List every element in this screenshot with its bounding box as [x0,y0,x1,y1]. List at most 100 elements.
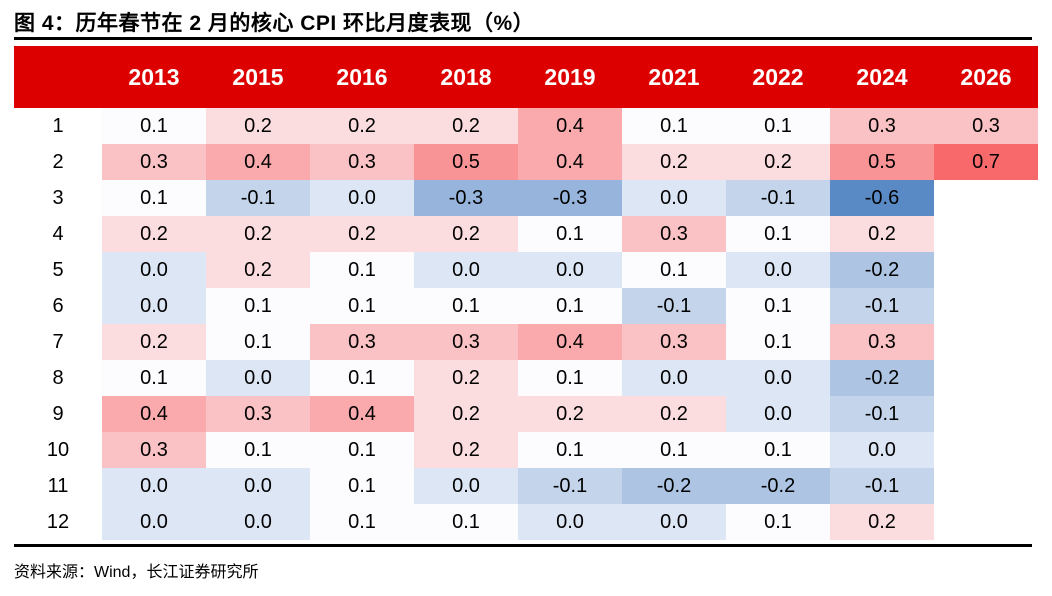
value-cell: -0.1 [830,468,934,504]
source-note: 资料来源：Wind，长江证券研究所 [14,564,259,581]
value-cell: 0.1 [206,324,310,360]
value-cell: 0.1 [726,108,830,144]
value-cell: 0.0 [102,288,206,324]
value-cell: 0.0 [206,360,310,396]
heatmap-table: 2013 2015 2016 2018 2019 2021 2022 2024 2026 1 0.1… [14,46,1038,540]
month-cell: 8 [14,360,102,396]
year-header-cell: 2019 [518,46,622,108]
value-cell: 0.4 [206,144,310,180]
value-cell: 0.0 [414,252,518,288]
value-cell: 0.3 [622,216,726,252]
month-cell: 9 [14,396,102,432]
value-cell: 0.1 [310,504,414,540]
month-cell: 12 [14,504,102,540]
value-cell: 0.1 [726,216,830,252]
value-cell: 0.0 [518,504,622,540]
value-cell: 0.0 [206,468,310,504]
value-cell: 0.2 [206,216,310,252]
value-cell: 0.1 [310,432,414,468]
value-cell: 0.0 [102,504,206,540]
value-cell: 0.4 [102,396,206,432]
value-cell: 0.0 [622,180,726,216]
value-cell: 0.1 [102,180,206,216]
value-cell [934,432,1038,468]
value-cell: 0.1 [726,504,830,540]
value-cell: -0.2 [830,360,934,396]
value-cell: 0.2 [622,144,726,180]
value-cell: -0.1 [726,180,830,216]
value-cell: 0.1 [518,432,622,468]
year-header-cell: 2016 [310,46,414,108]
value-cell: 0.3 [830,324,934,360]
value-cell: 0.0 [102,252,206,288]
value-cell: 0.3 [102,144,206,180]
value-cell: 0.1 [726,324,830,360]
value-cell: 0.2 [414,108,518,144]
value-cell: 0.2 [310,108,414,144]
value-cell: 0.2 [830,504,934,540]
value-cell: 0.1 [518,216,622,252]
value-cell: -0.1 [518,468,622,504]
value-cell: 0.3 [102,432,206,468]
year-header-cell: 2026 [934,46,1038,108]
year-header-cell: 2024 [830,46,934,108]
value-cell: 0.2 [102,324,206,360]
value-cell: 0.3 [830,108,934,144]
month-cell: 2 [14,144,102,180]
month-cell: 3 [14,180,102,216]
year-header-cell: 2021 [622,46,726,108]
value-cell: 0.1 [726,432,830,468]
value-cell: 0.3 [310,144,414,180]
month-cell: 5 [14,252,102,288]
value-cell: 0.1 [102,108,206,144]
value-cell: 0.1 [206,288,310,324]
value-cell [934,324,1038,360]
value-cell: 0.0 [206,504,310,540]
value-cell [934,288,1038,324]
value-cell: 0.0 [726,396,830,432]
value-cell: 0.2 [830,216,934,252]
value-cell: 0.3 [622,324,726,360]
value-cell: -0.2 [622,468,726,504]
value-cell: 0.1 [518,360,622,396]
value-cell: 0.1 [726,288,830,324]
value-cell: -0.1 [830,396,934,432]
value-cell: 0.0 [622,504,726,540]
value-cell: -0.6 [830,180,934,216]
year-header-cell: 2013 [102,46,206,108]
value-cell: 0.0 [518,252,622,288]
value-cell: -0.3 [518,180,622,216]
value-cell: 0.2 [518,396,622,432]
value-cell: 0.2 [726,144,830,180]
value-cell: 0.3 [206,396,310,432]
value-cell [934,396,1038,432]
value-cell: 0.3 [414,324,518,360]
value-cell: 0.1 [310,252,414,288]
value-cell: 0.0 [830,432,934,468]
value-cell [934,180,1038,216]
footer-rule [14,544,1032,547]
value-cell: 0.1 [414,504,518,540]
value-cell: 0.1 [622,432,726,468]
value-cell: 0.4 [518,108,622,144]
month-cell: 10 [14,432,102,468]
value-cell: -0.1 [622,288,726,324]
value-cell: 0.1 [102,360,206,396]
value-cell [934,252,1038,288]
value-cell: 0.0 [726,252,830,288]
value-cell: 0.1 [622,108,726,144]
year-header-cell: 2015 [206,46,310,108]
value-cell: 0.0 [414,468,518,504]
value-cell: 0.3 [310,324,414,360]
title-rule [14,37,1032,40]
header-corner-cell [14,46,102,108]
value-cell: 0.4 [310,396,414,432]
value-cell: 0.2 [414,360,518,396]
value-cell: -0.2 [726,468,830,504]
value-cell: 0.5 [414,144,518,180]
value-cell: 0.1 [310,468,414,504]
value-cell: 0.4 [518,324,622,360]
value-cell: 0.2 [310,216,414,252]
value-cell: 0.2 [102,216,206,252]
value-cell: 0.7 [934,144,1038,180]
